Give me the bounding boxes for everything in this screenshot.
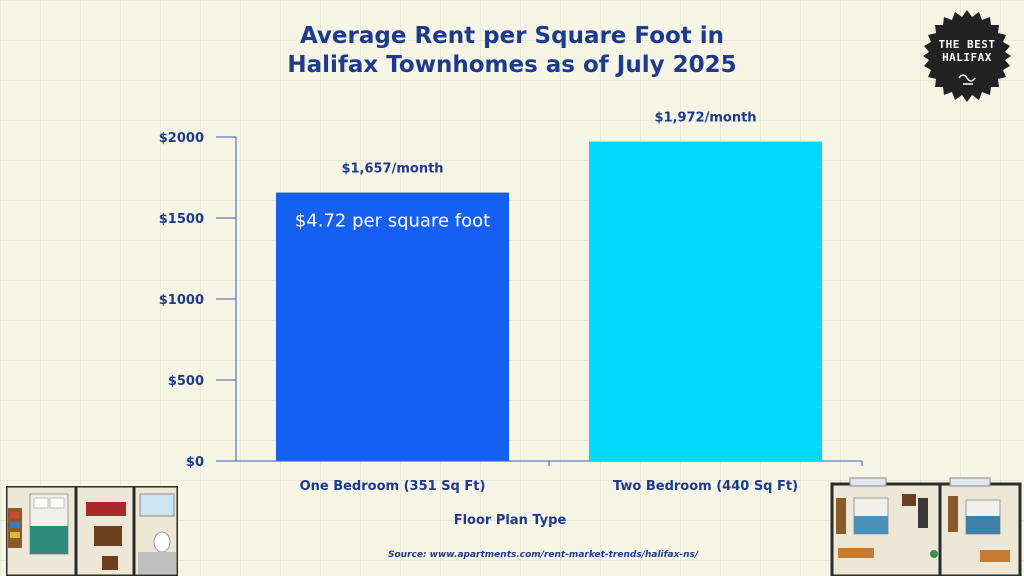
y-tick-label: $1500 (159, 212, 204, 227)
bar-annotation: $4.72 per square foot (295, 211, 490, 232)
y-tick-label: $500 (168, 374, 204, 389)
chart-title: Average Rent per Square Foot in Halifax … (212, 22, 812, 80)
y-tick-label: $2000 (159, 131, 204, 146)
bar (276, 192, 509, 462)
badge-text: THE BEST HALIFAX (919, 38, 1015, 64)
data-label: $1,972/month (654, 111, 756, 126)
badge-starburst (923, 10, 1011, 102)
badge-line-2: HALIFAX (942, 51, 992, 64)
chart-title-line-1: Average Rent per Square Foot in (299, 23, 725, 49)
x-tick-label: Two Bedroom (440 Sq Ft) (613, 479, 798, 494)
badge-doodle (958, 74, 976, 85)
chart-title-line-2: Halifax Townhomes as of July 2025 (287, 52, 737, 78)
bar (589, 141, 822, 461)
badge-line-1: THE BEST (938, 38, 996, 51)
floorplan-illustration-right (830, 477, 1022, 576)
source-note: Source: www.apartments.com/rent-market-t… (388, 550, 699, 560)
floorplan-illustration-left (6, 486, 178, 576)
the-best-halifax-logo (923, 10, 1011, 102)
y-tick-label: $0 (186, 455, 204, 470)
y-tick-label: $1000 (159, 293, 204, 308)
x-axis-title: Floor Plan Type (454, 513, 567, 528)
x-tick-label: One Bedroom (351 Sq Ft) (300, 479, 486, 494)
data-label: $1,657/month (341, 162, 443, 177)
